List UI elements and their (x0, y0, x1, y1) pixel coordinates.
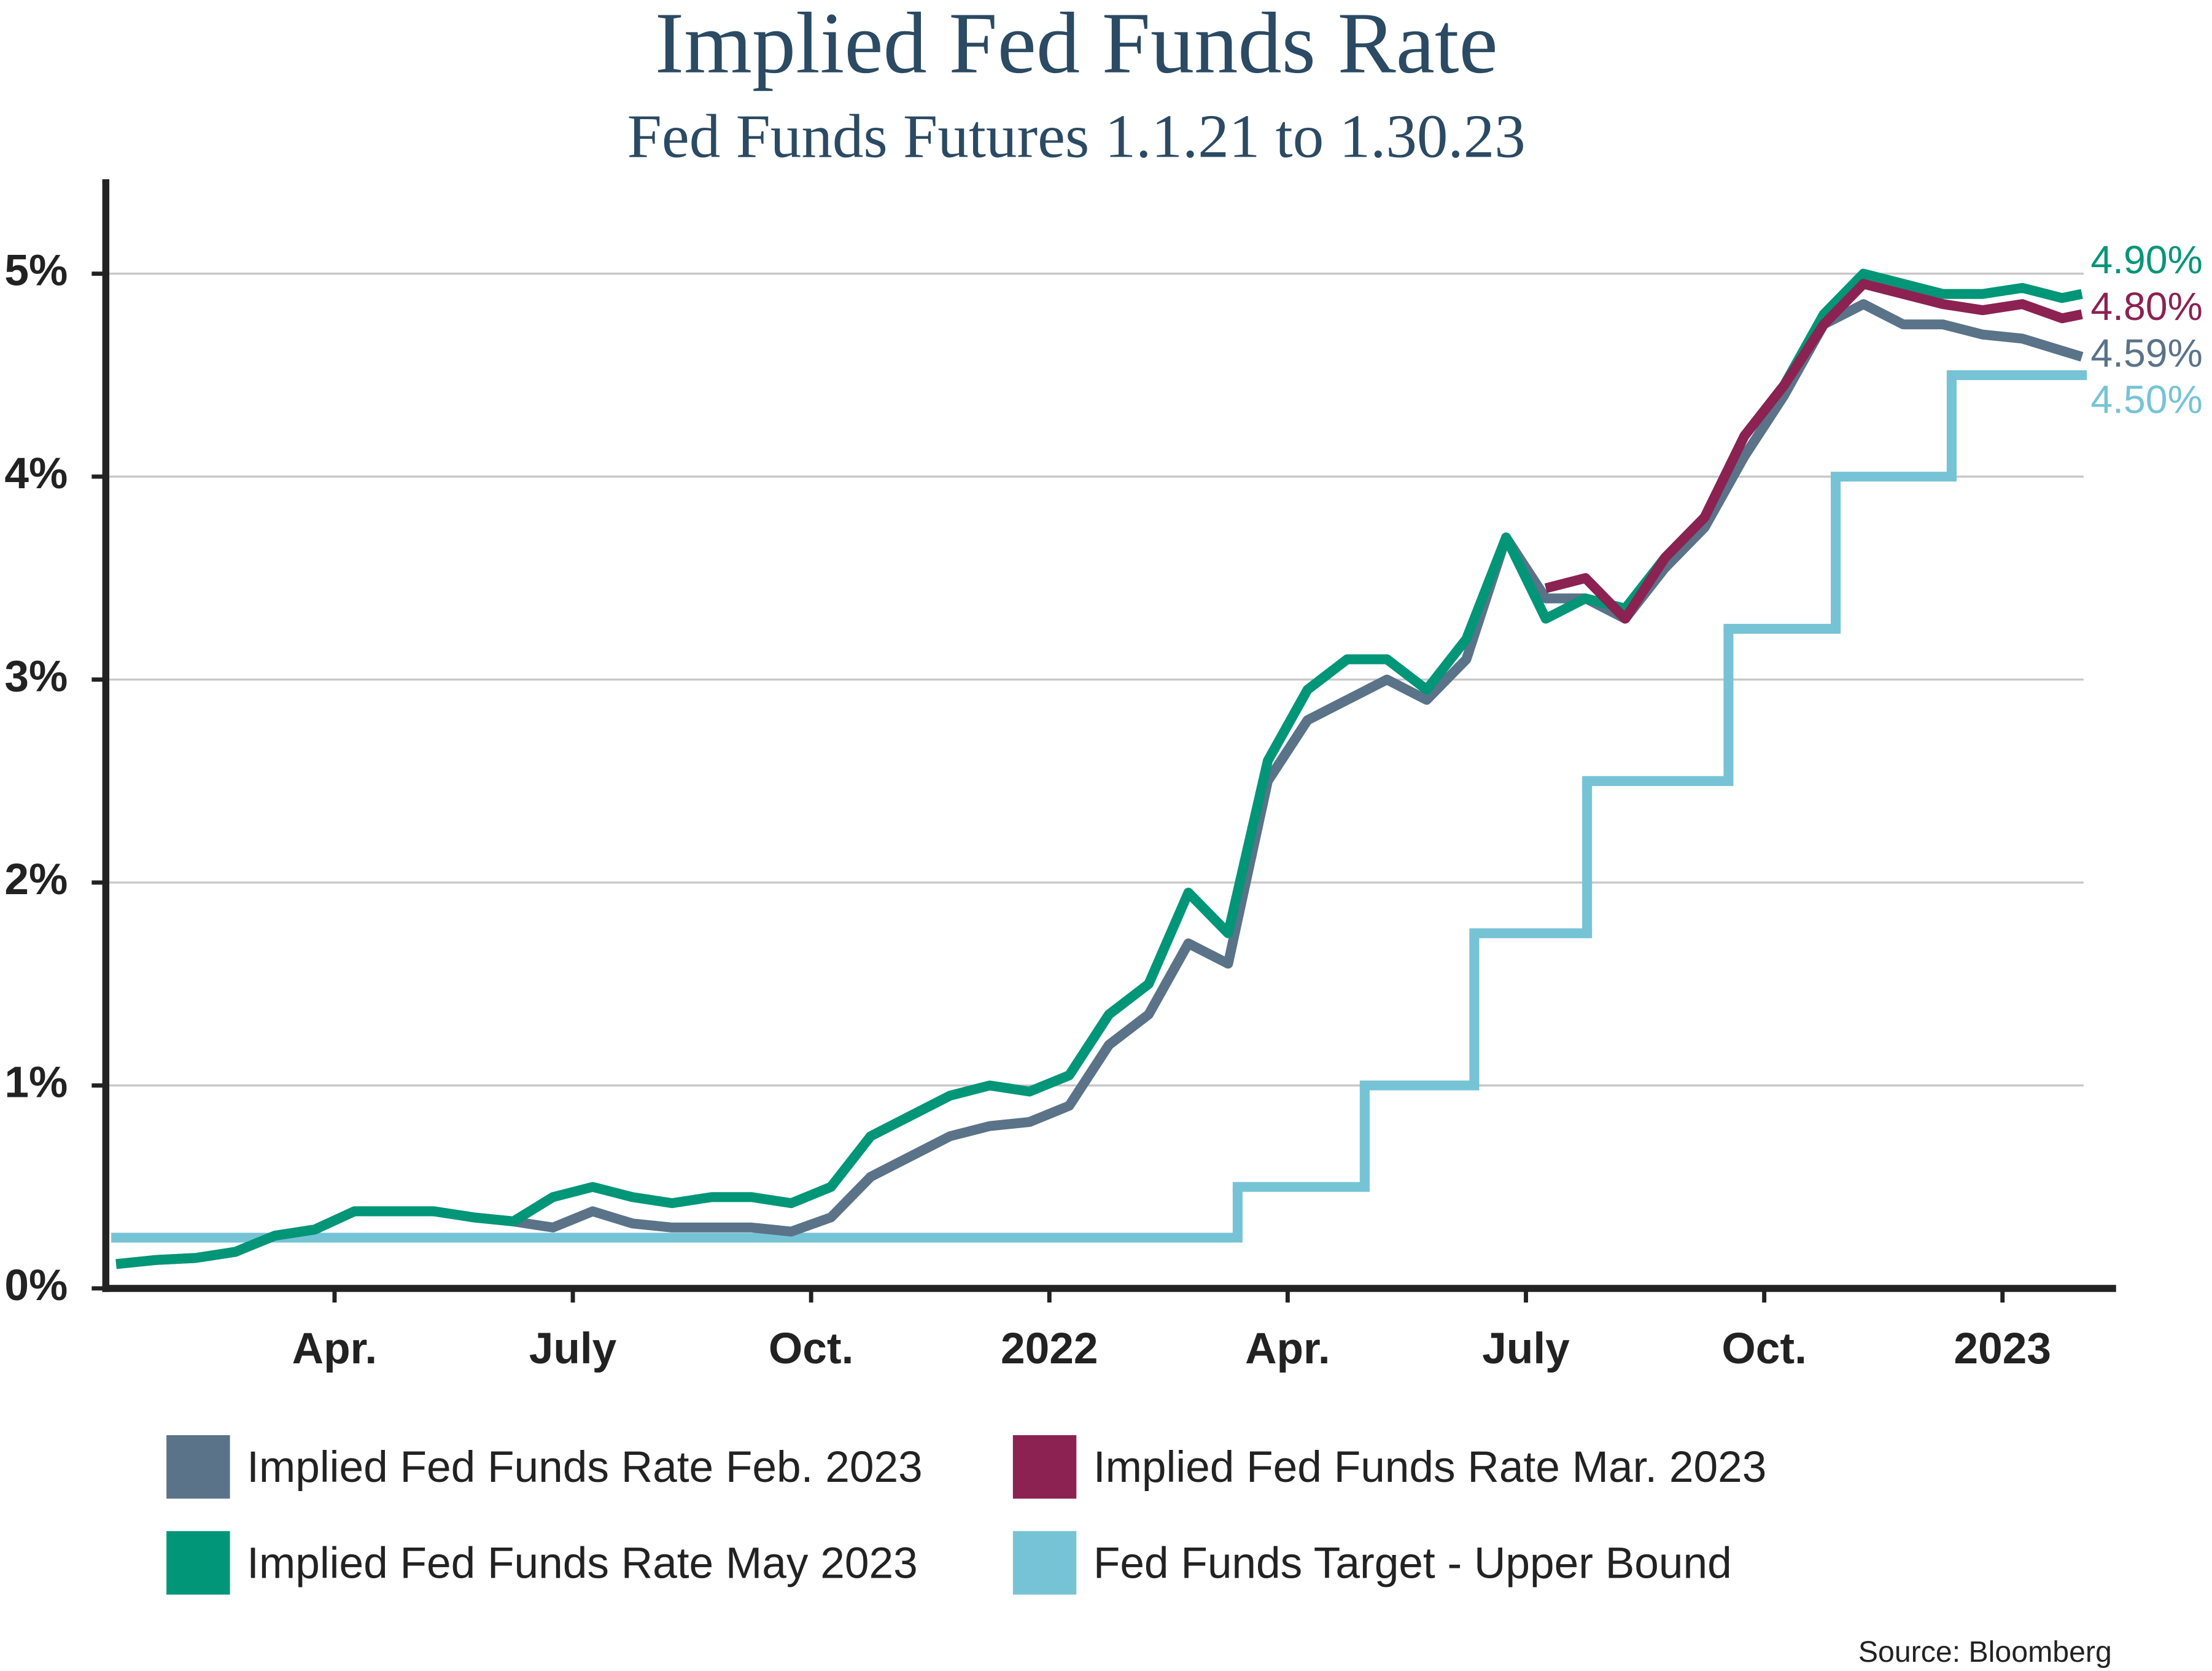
end-label: 4.90% (2090, 238, 2202, 282)
legend-label: Implied Fed Funds Rate Feb. 2023 (247, 1443, 923, 1492)
legend-label: Fed Funds Target - Upper Bound (1093, 1539, 1732, 1587)
chart-subtitle: Fed Funds Futures 1.1.21 to 1.30.23 (627, 101, 1526, 170)
end-label: 4.50% (2090, 378, 2202, 422)
x-tick-label: Oct. (1721, 1325, 1807, 1373)
legend-swatch (166, 1531, 230, 1595)
series-line (115, 299, 2084, 1269)
source: Source: Bloomberg (1858, 1635, 2112, 1669)
y-tick-label: 4% (4, 450, 68, 498)
x-tick-label: Oct. (769, 1325, 854, 1373)
x-tick-label: Apr. (292, 1325, 378, 1373)
y-tick-label: 0% (4, 1261, 68, 1310)
y-tick-label: 5% (4, 246, 68, 295)
legend-swatch (1012, 1531, 1077, 1595)
legend-label: Implied Fed Funds Rate Mar. 2023 (1093, 1443, 1767, 1492)
x-tick-label: 2022 (1001, 1325, 1098, 1373)
end-label: 4.80% (2090, 284, 2202, 329)
series-line (1544, 279, 2083, 624)
y-tick-label: 3% (4, 652, 68, 701)
legend-label: Implied Fed Funds Rate May 2023 (247, 1539, 918, 1587)
x-tick-label: Apr. (1245, 1325, 1330, 1373)
x-tick-label: 2023 (1954, 1325, 2051, 1373)
chart-title: Implied Fed Funds Rate (655, 0, 1498, 92)
legend-swatch (166, 1435, 230, 1499)
end-label: 4.59% (2090, 331, 2202, 375)
x-tick-label: July (529, 1325, 617, 1373)
y-tick-label: 2% (4, 855, 68, 904)
x-tick-label: July (1482, 1325, 1570, 1373)
y-tick-label: 1% (4, 1058, 68, 1107)
series-line (115, 268, 2083, 1269)
legend-swatch (1012, 1435, 1077, 1499)
